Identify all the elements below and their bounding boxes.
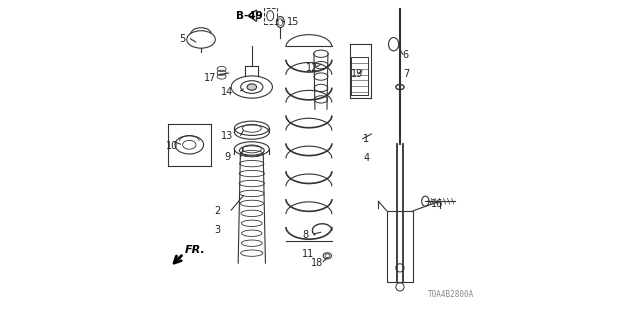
Text: 15: 15	[287, 17, 300, 27]
Text: 5: 5	[179, 35, 185, 44]
Text: 7: 7	[403, 69, 409, 79]
Text: FR.: FR.	[184, 244, 205, 254]
Text: 3: 3	[214, 225, 221, 235]
Text: 4: 4	[363, 153, 369, 164]
Text: 13: 13	[221, 131, 233, 141]
Text: 12: 12	[307, 63, 319, 73]
Text: 9: 9	[224, 152, 230, 162]
Text: T0A4B2800A: T0A4B2800A	[428, 290, 474, 299]
Text: B-49: B-49	[236, 11, 262, 21]
Text: 2: 2	[214, 206, 221, 216]
Text: 17: 17	[204, 73, 216, 83]
Text: 1: 1	[363, 134, 369, 144]
Text: 18: 18	[312, 258, 324, 268]
Text: 14: 14	[221, 87, 233, 97]
Text: 19: 19	[351, 69, 363, 79]
Ellipse shape	[247, 84, 257, 90]
Text: 11: 11	[302, 249, 314, 259]
Text: 6: 6	[403, 50, 409, 60]
Text: 10: 10	[166, 141, 178, 151]
Text: 8: 8	[302, 229, 308, 240]
Text: 16: 16	[431, 199, 444, 209]
Bar	[351, 57, 368, 95]
Bar	[387, 211, 413, 282]
